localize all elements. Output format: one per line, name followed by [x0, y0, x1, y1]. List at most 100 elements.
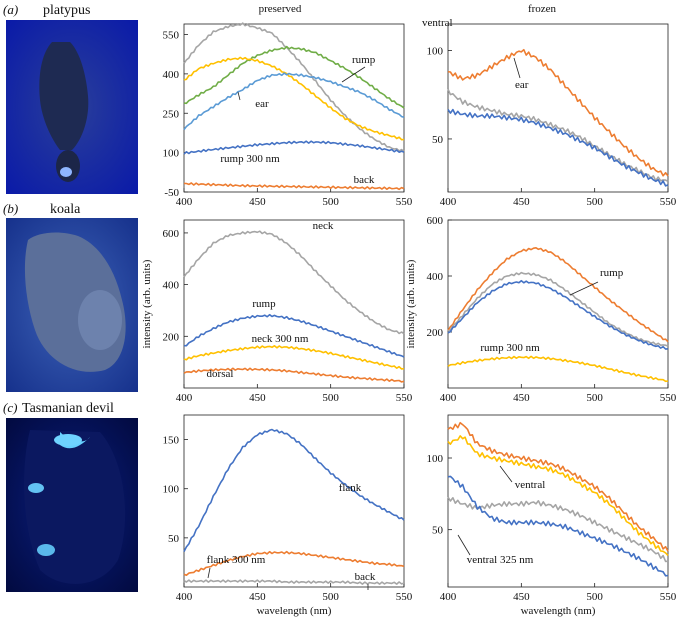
row-letter-c: (c): [3, 400, 17, 415]
x-tick-label: 450: [513, 392, 530, 404]
annotation-pointer: [513, 57, 521, 79]
y-tick-label: 100: [163, 148, 180, 160]
chart-platypus-frozen: 400 450 500 550 50 100 ear: [427, 23, 677, 208]
x-tick-label: 450: [513, 196, 530, 208]
y-tick-label: 100: [427, 46, 444, 58]
y-tick-label: 600: [427, 215, 444, 227]
x-tick-label: 550: [660, 196, 677, 208]
y-tick-label: 400: [163, 280, 180, 292]
x-tick-label: 550: [396, 196, 413, 208]
y-tick-label: 50: [168, 533, 180, 545]
annotation-label: rump: [352, 54, 376, 66]
x-tick-label: 400: [440, 196, 457, 208]
x-tick-label: 500: [322, 392, 339, 404]
y-tick-label: 550: [163, 30, 180, 42]
annotation-pointer: [341, 66, 366, 83]
column-title-preserved: preserved: [259, 3, 302, 15]
series-line: [183, 579, 405, 585]
annotation-label: ear: [515, 79, 529, 91]
annotation-pointer: [499, 465, 513, 483]
y-tick-label: 100: [427, 453, 444, 465]
annotation-label: back: [355, 571, 376, 583]
annotation-label: ear: [255, 98, 269, 110]
series-line: [447, 271, 669, 347]
x-axis-label: wavelength (nm): [521, 605, 596, 617]
series-line: [447, 88, 669, 183]
series-line: [447, 421, 669, 552]
x-axis-label: wavelength (nm): [257, 605, 332, 617]
row-label-tasmanian-devil: Tasmanian devil: [22, 401, 114, 416]
y-tick-label: 100: [163, 484, 180, 496]
x-tick-label: 400: [176, 392, 193, 404]
tasmanian-devil-photo: [6, 418, 138, 592]
y-tick-label: 50: [432, 525, 444, 537]
annotation-pointer: [207, 567, 211, 579]
series-line: [183, 182, 405, 191]
annotation-label: rump: [600, 267, 624, 279]
x-tick-label: 550: [660, 392, 677, 404]
y-tick-label: -50: [164, 187, 179, 199]
series-line: [183, 45, 405, 109]
annotation-pointer: [457, 534, 471, 556]
chart-koala-frozen: 400 450 500 550 200 400 600 intensity (arb. uni…: [405, 215, 677, 404]
annotation-label: neck 300 nm: [252, 333, 309, 345]
platypus-photo: [6, 20, 138, 194]
series-line: [183, 428, 405, 552]
y-axis-label: intensity (arb. units): [405, 259, 417, 348]
annotation-pointer: [569, 281, 599, 296]
series-line: [447, 355, 669, 383]
plot-frame: [183, 219, 405, 389]
chart-koala-preserved: 400 450 500 550 200 400 600 intensity (arb. uni…: [141, 219, 413, 404]
annotation-label: rump 300 nm: [480, 342, 540, 354]
plot-frame: [183, 414, 405, 588]
y-tick-label: 200: [163, 331, 180, 343]
annotation-label: rump: [252, 298, 276, 310]
series-line: [183, 345, 405, 370]
x-tick-label: 550: [396, 591, 413, 603]
x-tick-label: 550: [396, 392, 413, 404]
koala-photo: [6, 218, 138, 392]
series-line: [183, 367, 405, 383]
x-tick-label: 400: [440, 392, 457, 404]
x-tick-label: 500: [586, 392, 603, 404]
y-tick-label: 200: [427, 327, 444, 339]
row-letter-b: (b): [3, 201, 18, 216]
annotation-label: flank: [339, 482, 362, 494]
y-tick-label: 50: [432, 134, 444, 146]
series-line: [183, 22, 405, 152]
series-line: [447, 247, 669, 343]
y-tick-label: 400: [427, 271, 444, 283]
series-line: [447, 475, 669, 577]
chart-tasmanian-devil-frozen: 400 450 500 550 50 100 wavelength (nm) ventral v…: [427, 414, 677, 617]
row-label-koala: koala: [50, 202, 81, 217]
row-label-platypus: platypus: [43, 3, 90, 18]
annotation-label: dorsal: [207, 368, 234, 380]
series-line: [183, 230, 405, 335]
annotation-label: rump 300 nm: [220, 153, 280, 165]
x-tick-label: 400: [440, 591, 457, 603]
row-letter-a: (a): [3, 2, 18, 17]
series-line: [183, 550, 405, 576]
x-tick-label: 450: [249, 591, 266, 603]
column-title-frozen: frozen: [528, 3, 557, 15]
y-tick-label: 400: [163, 69, 180, 81]
annotation-label: ventral: [422, 17, 453, 29]
chart-tasmanian-devil-preserved: 400 450 500 550 50 100 150 wavelength (nm) flank…: [163, 414, 413, 617]
x-tick-label: 500: [322, 196, 339, 208]
annotation-pointer: [237, 91, 241, 101]
series-line: [183, 72, 405, 131]
x-tick-label: 550: [660, 591, 677, 603]
chart-platypus-preserved: 400 450 500 550 -50 100 250 400 550 ventral rump ea…: [163, 17, 453, 208]
series-line: [183, 140, 405, 155]
x-tick-label: 450: [249, 196, 266, 208]
x-tick-label: 400: [176, 196, 193, 208]
series-line: [447, 279, 669, 350]
annotation-label: neck: [313, 220, 334, 232]
plot-frame: [447, 23, 669, 193]
annotation-label: flank 300 nm: [207, 554, 266, 566]
x-tick-label: 500: [322, 591, 339, 603]
x-tick-label: 500: [586, 196, 603, 208]
series-line: [447, 48, 669, 177]
series-line: [184, 313, 405, 358]
